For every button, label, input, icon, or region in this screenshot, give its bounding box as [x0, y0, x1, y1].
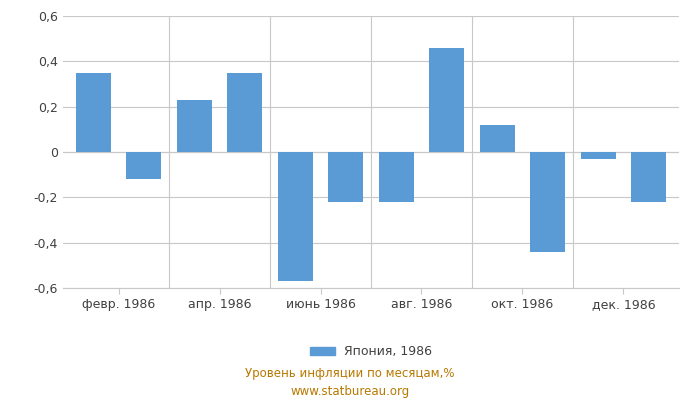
Bar	[429, 48, 464, 152]
Bar	[631, 152, 666, 202]
Bar	[328, 152, 363, 202]
Legend: Япония, 1986: Япония, 1986	[304, 340, 438, 364]
Bar	[379, 152, 414, 202]
Text: Уровень инфляции по месяцам,%: Уровень инфляции по месяцам,%	[245, 368, 455, 380]
Bar	[76, 73, 111, 152]
Bar	[278, 152, 313, 281]
Bar	[126, 152, 162, 179]
Text: www.statbureau.org: www.statbureau.org	[290, 385, 410, 398]
Bar	[176, 100, 212, 152]
Bar	[480, 125, 515, 152]
Bar	[227, 73, 262, 152]
Bar	[530, 152, 566, 252]
Bar	[580, 152, 616, 159]
